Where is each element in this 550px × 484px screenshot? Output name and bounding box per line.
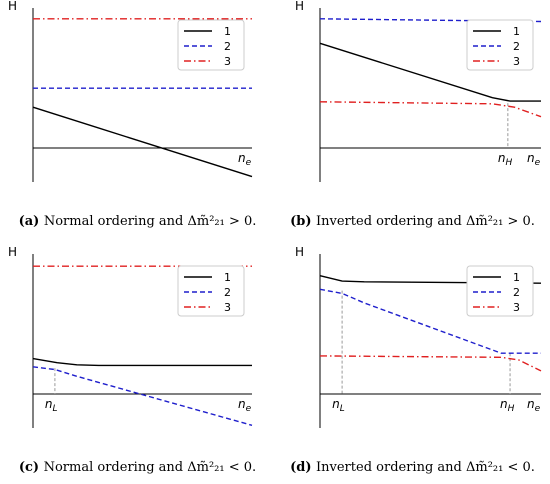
xlabel-c: ne (238, 397, 252, 414)
legend-label-2-b: 2 (513, 40, 520, 53)
caption-d-text: (d) Inverted ordering and Δm̃²₂₁ < 0. (290, 460, 535, 475)
series-3-line-b (319, 101, 542, 118)
caption-b-text: (b) Inverted ordering and Δm̃²₂₁ > 0. (290, 214, 535, 229)
marker-label-d-0: nL (332, 397, 345, 414)
series-1-line-d (319, 275, 542, 284)
marker-label-d-1: nH (500, 397, 515, 414)
caption-c-text: (c) Normal ordering and Δm̃²₂₁ < 0. (18, 460, 257, 475)
legend-box-d (466, 265, 534, 317)
legend-label-3-b: 3 (513, 55, 520, 68)
xlabel-b: ne (527, 151, 541, 168)
caption-d: (d) Inverted ordering and Δm̃²₂₁ < 0. (275, 460, 550, 475)
series-3-line-d (319, 355, 542, 372)
legend-box-c (177, 265, 245, 317)
legend-b: 1 2 3 (466, 19, 534, 71)
ylabel-a: H (8, 0, 17, 13)
panel-a: Hne 1 2 3 (8, 0, 253, 182)
legend-label-3-d: 3 (513, 301, 520, 314)
marker-label-c-0: nL (45, 397, 58, 414)
panel-c: Hne nL 1 2 3 (8, 245, 253, 428)
legend-label-1-b: 1 (513, 25, 520, 38)
legend-label-2-d: 2 (513, 286, 520, 299)
caption-a-text: (a) Normal ordering and Δm̃²₂₁ > 0. (18, 214, 257, 229)
legend-label-2-c: 2 (224, 286, 231, 299)
series-1-line-b (319, 42, 541, 102)
ylabel-b: H (295, 0, 304, 13)
legend-label-2-a: 2 (224, 40, 231, 53)
legend-label-1-c: 1 (224, 271, 231, 284)
xlabel-a: ne (238, 151, 252, 168)
panel-d: Hne nL nH 1 2 3 (295, 245, 542, 428)
marker-label-b-0: nH (498, 151, 513, 168)
caption-a-label: (a) (18, 214, 44, 229)
legend-label-3-c: 3 (224, 301, 231, 314)
legend-label-1-a: 1 (224, 25, 231, 38)
legend-d: 1 2 3 (466, 265, 534, 317)
series-2-line-c (32, 366, 253, 426)
series-1-line-c (32, 357, 252, 367)
caption-d-label: (d) (290, 460, 317, 475)
legend-a: 1 2 3 (177, 19, 245, 71)
ylabel-d: H (295, 245, 304, 259)
legend-box-a (177, 19, 245, 71)
legend-label-1-d: 1 (513, 271, 520, 284)
legend-box-b (466, 19, 534, 71)
legend-c: 1 2 3 (177, 265, 245, 317)
xlabel-d: ne (527, 397, 541, 414)
caption-c-label: (c) (18, 460, 44, 475)
legend-label-3-a: 3 (224, 55, 231, 68)
caption-a: (a) Normal ordering and Δm̃²₂₁ > 0. (0, 214, 275, 229)
caption-b-label: (b) (290, 214, 317, 229)
series-1-line-a (32, 106, 253, 178)
ylabel-c: H (8, 245, 17, 259)
caption-c: (c) Normal ordering and Δm̃²₂₁ < 0. (0, 460, 275, 475)
caption-b: (b) Inverted ordering and Δm̃²₂₁ > 0. (275, 214, 550, 229)
